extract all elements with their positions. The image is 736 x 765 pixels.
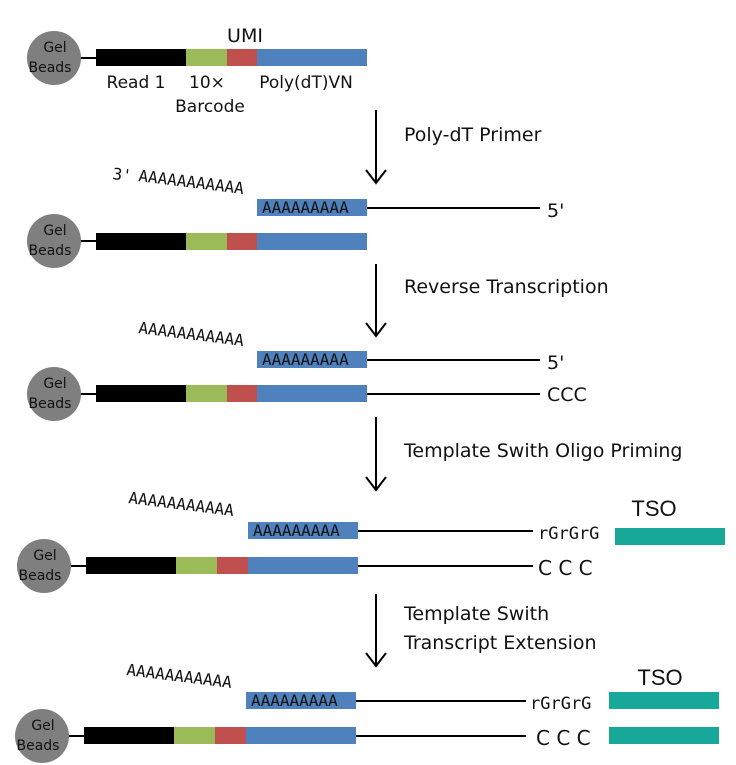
polya-box-label: AAAAAAAAA [262,198,349,217]
polydt-segment [257,49,367,66]
gel-bead [15,709,69,763]
read1-label: Read 1 [107,73,166,93]
gel-bead [27,31,81,85]
step-label-template-switch: Template Swith [403,603,549,625]
ccc-label: C C C [538,556,593,580]
barcode-segment [174,727,215,744]
polydt-label: Poly(dT)VN [259,73,353,93]
polya-tail: AAAAAAAAAAA [128,488,236,520]
stage-4: AAAAAAAAAAA AAAAAAAAA rGrGrG TSO Gel Bea… [17,488,725,593]
five-prime-label: 5' [547,200,564,222]
mrna-polya-box [246,692,356,709]
bead-label-beads: Beads [29,396,72,412]
gel-bead [27,214,81,268]
polydt-segment [257,233,367,250]
three-prime-label: 3' [112,164,133,185]
barcode-label: Barcode [175,97,245,117]
polya-tail: AAAAAAAAAAA [138,318,246,350]
polya-box-label: AAAAAAAAA [253,521,340,540]
gel-bead [27,367,81,421]
polya-tail: AAAAAAAAAAA [138,166,246,198]
umi-segment [227,385,257,402]
step-arrow-3: Template Swith Oligo Priming [365,417,683,492]
umi-segment [217,557,248,574]
umi-segment [215,727,246,744]
polydt-segment [246,727,356,744]
polydt-segment [257,385,367,402]
barcode-segment [186,49,227,66]
step-label-transcript-extension: Transcript Extension [403,632,597,654]
stage-3: AAAAAAAAAAA AAAAAAAAA 5' Gel Beads CCC [27,318,587,421]
bead-label-gel: Gel [31,718,54,734]
ccc-label: C C C [536,726,591,750]
tso-bar [615,528,725,545]
step-label-polydt-primer: Poly-dT Primer [404,124,542,146]
barcode-label-10x: 10× [189,73,225,93]
mrna-polya-box [248,522,358,539]
polya-tail: AAAAAAAAAAA [126,660,234,692]
polya-box-label: AAAAAAAAA [262,350,349,369]
read1-segment [96,49,186,66]
bead-label-beads: Beads [17,738,60,754]
polya-box-label: AAAAAAAAA [251,691,338,710]
read1-segment [86,557,176,574]
barcode-segment [176,557,217,574]
rgrgrg-label: rGrGrG [530,694,591,714]
read1-segment [84,727,174,744]
ccc-label: CCC [547,384,587,406]
stage-2: 3' AAAAAAAAAAA AAAAAAAAA 5' Gel Beads [27,164,564,268]
umi-label: UMI [227,25,263,47]
mrna-polya-box [257,351,367,368]
tso-extension-bar [609,727,719,744]
bead-label-gel: Gel [33,548,56,564]
read1-segment [96,385,186,402]
read1-segment [96,233,186,250]
umi-segment [227,49,257,66]
step-label-tso-priming: Template Swith Oligo Priming [403,440,683,462]
polydt-segment [248,557,358,574]
bead-label-beads: Beads [19,568,62,584]
rgrgrg-label: rGrGrG [538,524,599,544]
bead-label-gel: Gel [43,40,66,56]
barcode-segment [186,385,227,402]
barcode-segment [186,233,227,250]
stage-1: Gel Beads UMI Read 1 10× Barcode Poly(dT… [27,25,367,117]
step-arrow-1: Poly-dT Primer [365,110,542,185]
mrna-polya-box [257,199,367,216]
tso-label: TSO [631,496,676,521]
tso-label: TSO [637,665,682,690]
step-arrow-2: Reverse Transcription [365,264,609,338]
tso-bar [609,692,719,709]
bead-label-beads: Beads [29,60,72,76]
five-prime-label: 5' [547,352,564,374]
gel-bead [17,539,71,593]
bead-label-gel: Gel [43,223,66,239]
umi-segment [227,233,257,250]
stage-5: AAAAAAAAAAA AAAAAAAAA rGrGrG TSO Gel Bea… [15,660,719,763]
bead-label-gel: Gel [43,376,66,392]
bead-label-beads: Beads [29,243,72,259]
step-label-reverse-transcription: Reverse Transcription [404,276,609,298]
step-arrow-4: Template Swith Transcript Extension [365,594,597,668]
